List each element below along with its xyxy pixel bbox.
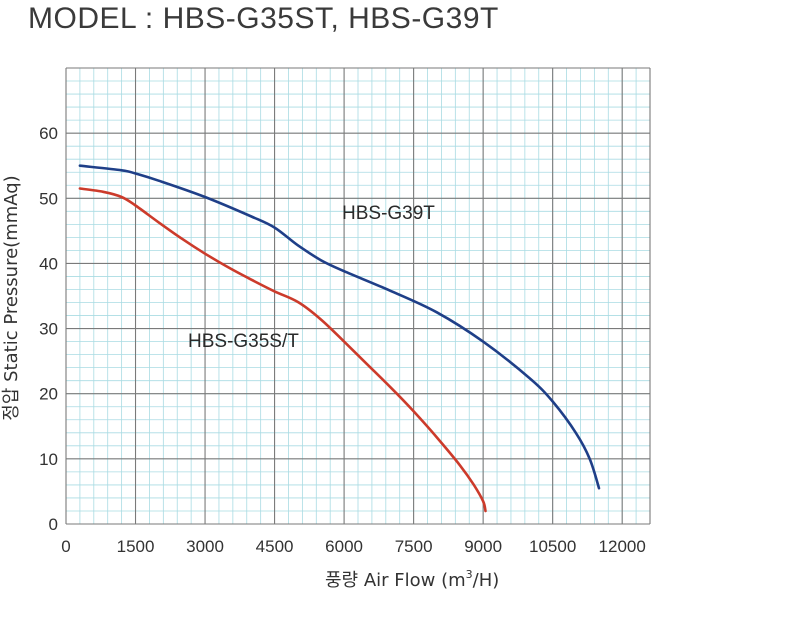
series-lines — [78, 164, 601, 513]
y-tick-label: 30 — [39, 320, 58, 339]
x-axis-title: 풍량 Air Flow (m3/H) — [325, 568, 499, 591]
chart-title: MODEL : HBS-G35ST, HBS-G39T — [28, 2, 499, 35]
x-tick-label: 6000 — [325, 537, 363, 556]
y-axis-title: 정압 Static Pressure(mmAq) — [1, 175, 22, 420]
x-tick-label: 1500 — [117, 537, 155, 556]
minor-grid — [65, 67, 651, 525]
x-tick-label: 7500 — [395, 537, 433, 556]
y-tick-label: 40 — [39, 254, 58, 273]
x-tick-label: 0 — [61, 537, 70, 556]
x-tick-label: 12000 — [599, 537, 646, 556]
y-tick-label: 60 — [39, 124, 58, 143]
tick-labels: 0 1500 3000 4500 6000 7500 9000 10500 12000 0 10 20… — [39, 124, 646, 556]
series-label-1: HBS-G39T — [342, 203, 435, 224]
series-label-2: HBS-G35S/T — [188, 331, 299, 352]
x-tick-label: 10500 — [529, 537, 576, 556]
x-tick-label: 9000 — [464, 537, 502, 556]
y-tick-label: 20 — [39, 385, 58, 404]
y-tick-label: 0 — [49, 515, 58, 534]
series-line-2 — [78, 187, 487, 513]
series-line-1 — [78, 164, 601, 490]
major-grid — [65, 67, 651, 525]
x-tick-label: 4500 — [256, 537, 294, 556]
y-tick-label: 10 — [39, 450, 58, 469]
y-tick-label: 50 — [39, 189, 58, 208]
x-tick-label: 3000 — [186, 537, 224, 556]
series-labels: HBS-G39T HBS-G35S/T — [188, 203, 435, 352]
